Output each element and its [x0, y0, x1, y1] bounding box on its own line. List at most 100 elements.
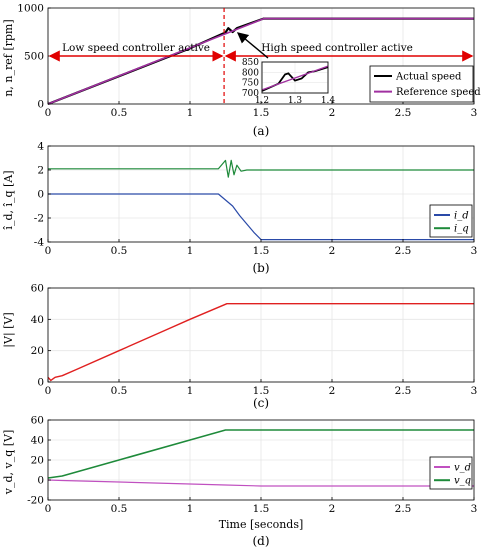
high-speed-label: High speed controller active: [261, 42, 413, 54]
x-tick-label: 0: [45, 503, 52, 515]
y-tick-label: -2: [34, 213, 44, 225]
panel-c-ylabel: |V| [V]: [2, 312, 16, 347]
series-line-v-q: [47, 429, 474, 479]
inset-border: [261, 61, 329, 94]
legend-entry: v_d: [454, 463, 471, 474]
x-tick-label: 2.5: [395, 245, 412, 257]
panel-c-grid: [47, 287, 475, 383]
y-tick-label: -4: [34, 237, 45, 249]
x-tick-label: 3: [471, 503, 478, 515]
panel-b-ylabel: î_d, î_q [A]: [2, 170, 15, 229]
y-tick-label: 40: [31, 314, 44, 326]
legend-box: [369, 65, 474, 103]
inset-x-tick-label: 1.4: [321, 96, 336, 106]
panel-a-legend: Actual speed Reference speed: [369, 65, 481, 103]
y-tick-label: 500: [24, 51, 44, 63]
x-tick-label: 2.5: [395, 503, 412, 515]
y-tick-label: 0: [37, 377, 44, 389]
x-tick-label: 0.5: [111, 503, 128, 515]
panel-d-series-group: [47, 429, 474, 487]
legend-entry: Reference speed: [396, 87, 481, 98]
low-speed-label: Low speed controller active: [62, 42, 210, 54]
panel-d-legend: v_d v_q: [429, 456, 473, 490]
x-tick-label: 0.5: [111, 385, 128, 397]
x-tick-label: 0: [45, 245, 52, 257]
legend-entry: v_q: [454, 476, 471, 487]
x-tick-label: 1: [187, 107, 194, 119]
x-tick-label: 3: [471, 107, 478, 119]
series-line-i-q: [48, 159, 474, 178]
panel-b-legend: i_d i_q: [429, 204, 473, 238]
zoom-pointer-arrow: [236, 32, 269, 59]
y-tick-label: 20: [31, 345, 44, 357]
panel-c-axes: 0 0.5 1 1.5 2 2.5 3 0 20 40 60: [31, 283, 478, 398]
panel-a-annotations: Low speed controller active High speed co…: [48, 8, 474, 104]
panel-a-axes: 0 0.5 1 1.5 2 2.5 3 0 500 1000: [17, 3, 477, 120]
panel-d-label: (d): [252, 534, 269, 548]
x-tick-label: 1.5: [253, 107, 270, 119]
inset-y-tick-label: 850: [242, 58, 259, 68]
series-line--v-: [47, 303, 474, 382]
x-tick-label: 2.5: [395, 107, 412, 119]
x-tick-label: 1.5: [253, 245, 270, 257]
panel-d-grid: [47, 419, 475, 501]
series-line-v-d: [47, 479, 474, 487]
x-tick-label: 2: [329, 385, 336, 397]
legend-entry: i_q: [454, 224, 469, 235]
inset-y-tick-label: 750: [242, 79, 259, 89]
panel-b-current-chart: 0 0.5 1 1.5 2 2.5 3 -4 -2 0 2 4 i_d i_q î_d, î_q [A]…: [2, 141, 477, 276]
x-tick-label: 3: [471, 385, 478, 397]
x-tick-label: 0.5: [111, 245, 128, 257]
y-tick-label: 1000: [17, 3, 44, 15]
y-tick-label: 60: [31, 283, 44, 295]
series-line-reference-speed: [47, 17, 474, 105]
y-tick-label: 20: [31, 455, 44, 467]
x-tick-label: 1: [187, 385, 194, 397]
legend-entry: Actual speed: [395, 72, 462, 83]
panel-b-label: (b): [252, 261, 269, 275]
y-tick-label: -20: [27, 495, 44, 507]
y-tick-label: 40: [31, 435, 44, 447]
y-tick-label: 0: [37, 99, 44, 111]
inset-y-tick-label: 700: [242, 89, 259, 99]
y-tick-label: 0: [37, 189, 44, 201]
legend-entry: i_d: [454, 211, 469, 222]
y-tick-label: 4: [37, 141, 44, 153]
y-tick-label: 0: [37, 475, 44, 487]
inset-y-tick-label: 800: [242, 68, 259, 78]
inset-x-tick-label: 1.3: [288, 96, 303, 106]
x-tick-label: 1: [187, 245, 194, 257]
panel-c-series-group: [47, 303, 474, 382]
x-tick-label: 1.5: [253, 503, 270, 515]
x-tick-label: 0: [45, 107, 52, 119]
panel-b-axes: 0 0.5 1 1.5 2 2.5 3 -4 -2 0 2 4: [34, 141, 478, 258]
series-line-i-d: [48, 193, 474, 241]
y-tick-label: 2: [37, 165, 44, 177]
x-tick-label: 1: [187, 503, 194, 515]
panel-d-ylabel: v_d, v_q [V]: [2, 430, 15, 496]
x-tick-label: 3: [471, 245, 478, 257]
panel-c-voltage-magnitude-chart: 0 0.5 1 1.5 2 2.5 3 0 20 40 60 |V| [V] (c): [2, 283, 477, 411]
panel-c-label: (c): [253, 396, 269, 410]
inset-series-line: [261, 65, 329, 91]
time-xlabel: Time [seconds]: [219, 518, 304, 531]
panel-b-series-group: [48, 159, 474, 241]
x-tick-label: 2: [329, 245, 336, 257]
panel-a-ylabel: n, n_ref [rpm]: [2, 19, 15, 96]
x-tick-label: 2: [329, 107, 336, 119]
inset-x-tick-label: 1.2: [255, 96, 269, 106]
x-tick-label: 2.5: [395, 385, 412, 397]
x-tick-label: 0.5: [111, 107, 128, 119]
x-tick-label: 0: [45, 385, 52, 397]
legend-box: [429, 456, 473, 490]
legend-box: [429, 204, 473, 238]
x-tick-label: 1.5: [253, 385, 270, 397]
x-tick-label: 2: [329, 503, 336, 515]
y-tick-label: 60: [31, 415, 44, 427]
panel-a-speed-chart: 0 0.5 1 1.5 2 2.5 3 0 500 1000 Low speed controll…: [2, 3, 481, 139]
panel-a-label: (a): [253, 124, 270, 138]
